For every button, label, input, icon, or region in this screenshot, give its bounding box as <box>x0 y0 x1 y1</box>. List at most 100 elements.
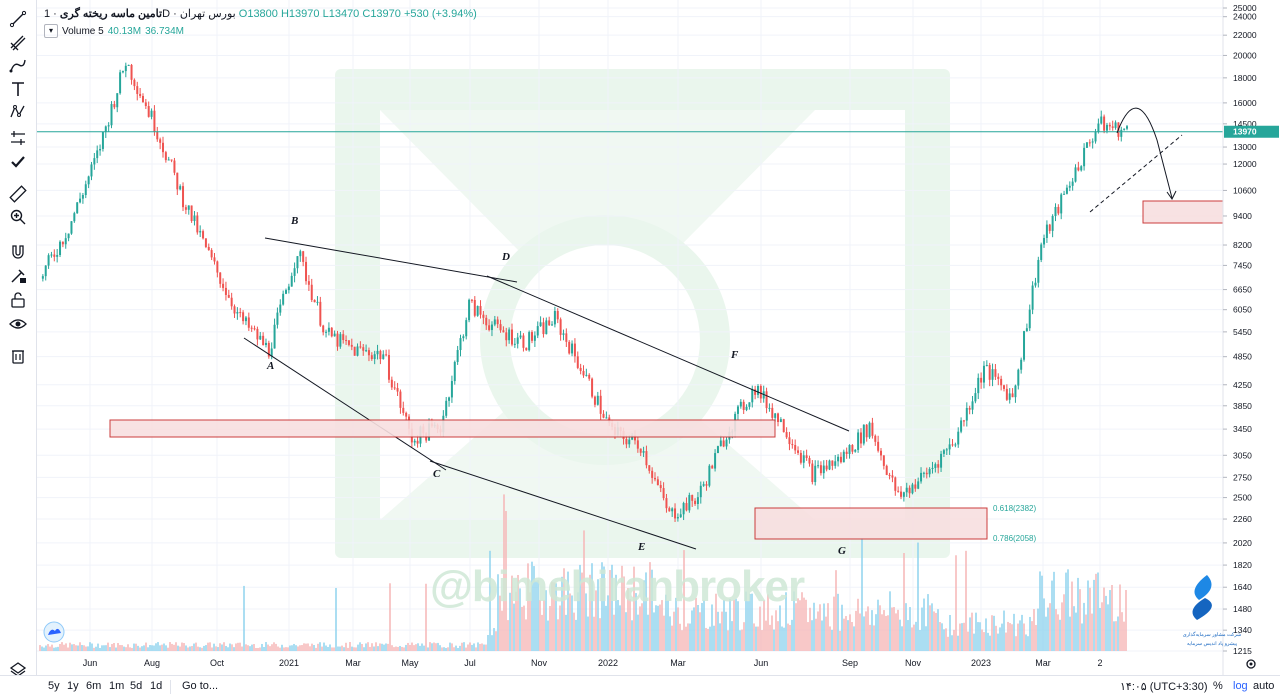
x-tick-label: Mar <box>1035 658 1051 668</box>
volume-value-1: 40.13M <box>107 25 142 37</box>
y-tick-label: 2260 <box>1233 514 1252 524</box>
volume-value-2: 36.734M <box>145 25 184 37</box>
wave-label-e: E <box>637 541 645 553</box>
volume-label: Volume 5 <box>62 25 104 37</box>
y-tick-label: 6650 <box>1233 285 1252 295</box>
pitchfork-icon[interactable] <box>6 32 30 54</box>
lock-drawing-icon[interactable] <box>6 265 30 287</box>
y-tick-label: 22000 <box>1233 30 1257 40</box>
divider <box>170 680 171 694</box>
broker-logo-line2: پیشرو پاد اندیس سرمایه <box>1187 641 1238 647</box>
price-axis[interactable] <box>1223 0 1280 675</box>
x-tick-label: 2023 <box>971 658 991 668</box>
y-tick-label: 20000 <box>1233 50 1257 60</box>
y-tick-label: 9400 <box>1233 211 1252 221</box>
y-tick-label: 10600 <box>1233 185 1257 195</box>
y-tick-label: 2020 <box>1233 538 1252 548</box>
y-tick-label: 14500 <box>1233 119 1257 129</box>
zoom-in-icon[interactable] <box>6 206 30 228</box>
y-tick-label: 1480 <box>1233 604 1252 614</box>
magnet-icon[interactable] <box>6 241 30 263</box>
x-tick-label: Mar <box>345 658 361 668</box>
text-icon[interactable] <box>6 78 30 100</box>
unlock-icon[interactable] <box>6 289 30 311</box>
trendline-drawings[interactable] <box>243 107 1183 550</box>
volume-legend: ▾ Volume 5 40.13M 36.734M <box>44 24 184 38</box>
ruler-icon[interactable] <box>6 183 30 205</box>
y-tick-label: 2750 <box>1233 472 1252 482</box>
eye-icon[interactable] <box>6 313 30 335</box>
open-value: O13800 <box>238 8 278 20</box>
symbol-name[interactable]: تامین ماسه ریخته گری <box>59 8 163 20</box>
settings-gear-icon[interactable] <box>1246 659 1256 669</box>
y-tick-label: 3850 <box>1233 401 1252 411</box>
range-5y[interactable]: 5y <box>48 680 60 692</box>
watermark-logo <box>335 69 950 558</box>
x-tick-label: Oct <box>210 658 225 668</box>
range-5d[interactable]: 5d <box>130 680 143 692</box>
measure-icon[interactable] <box>6 127 30 149</box>
wave-label-f: F <box>730 349 739 361</box>
log-toggle[interactable]: log <box>1233 680 1248 692</box>
low-value: L13470 <box>322 8 360 20</box>
support-zones[interactable] <box>109 200 1231 540</box>
bottom-bar: 5y 1y 6m 1m 5d 1d Go to... ۱۴:۰۵ (UTC+3:… <box>0 675 1280 698</box>
tradingview-logo-icon[interactable] <box>43 621 65 643</box>
price-chart[interactable]: Jun Aug Oct 2021 Mar May Jul Nov 2022 Mar Jun Sep No… <box>37 0 1280 675</box>
timezone-label[interactable]: ۱۴:۰۵ (UTC+3:30) <box>1120 681 1208 693</box>
pattern-icon[interactable] <box>6 101 30 123</box>
y-tick-label: 4250 <box>1233 380 1252 390</box>
brush-icon[interactable] <box>6 55 30 77</box>
range-1d[interactable]: 1d <box>150 680 163 692</box>
y-tick-label: 8200 <box>1233 240 1252 250</box>
range-1y[interactable]: 1y <box>67 680 79 692</box>
y-tick-label: 1640 <box>1233 582 1252 592</box>
wave-label-a: A <box>266 360 274 372</box>
range-1m[interactable]: 1m <box>109 680 125 692</box>
x-tick-label: May <box>401 658 419 668</box>
trash-icon[interactable] <box>6 345 30 367</box>
close-value: C13970 <box>362 8 401 20</box>
x-tick-label: Aug <box>144 658 160 668</box>
wave-label-c: C <box>433 468 441 480</box>
x-tick-label: Jun <box>83 658 98 668</box>
collapse-chevron-icon[interactable]: ▾ <box>44 24 58 38</box>
broker-logo-line1: شرکت مشاور سرمایه‌گذاری <box>1183 631 1241 638</box>
y-tick-label: 1215 <box>1233 646 1252 656</box>
auto-toggle[interactable]: auto <box>1253 680 1275 692</box>
svg-text:13970: 13970 <box>1233 127 1257 137</box>
fib-level-label: 0.786(2058) <box>993 534 1036 543</box>
check-icon[interactable] <box>6 151 30 173</box>
chart-header: تامین ماسه ریخته گری · 1D · بورس تهران O… <box>44 8 477 20</box>
percent-toggle[interactable]: % <box>1213 680 1223 692</box>
y-tick-label: 4850 <box>1233 352 1252 362</box>
x-tick-label: 2021 <box>279 658 299 668</box>
wave-label-g: G <box>838 545 846 557</box>
broker-logo: شرکت مشاور سرمایه‌گذاری پیشرو پاد اندیس س… <box>1183 575 1241 647</box>
y-tick-label: 5450 <box>1233 327 1252 337</box>
interval-label[interactable]: 1D <box>44 8 171 20</box>
y-tick-label: 3050 <box>1233 450 1252 460</box>
y-tick-label: 2500 <box>1233 493 1252 503</box>
x-tick-label: Nov <box>905 658 922 668</box>
x-tick-label: Jun <box>754 658 769 668</box>
watermark: @bimehiranbroker <box>430 562 805 611</box>
trend-line-icon[interactable] <box>6 8 30 30</box>
y-tick-label: 13000 <box>1233 142 1257 152</box>
last-price-tag: 13970 <box>1224 125 1279 138</box>
y-tick-label: 12000 <box>1233 159 1257 169</box>
x-tick-label: 2 <box>1097 658 1102 668</box>
range-6m[interactable]: 6m <box>86 680 102 692</box>
drawing-toolbar <box>0 0 37 677</box>
x-tick-label: Sep <box>842 658 858 668</box>
y-tick-label: 6050 <box>1233 305 1252 315</box>
volume-bars <box>39 494 1127 651</box>
x-tick-label: 2022 <box>598 658 618 668</box>
wave-label-d: D <box>501 251 510 263</box>
ohlc-values: O13800 H13970 L13470 C13970 +530 (+3.94%… <box>239 8 477 20</box>
y-tick-label: 1820 <box>1233 560 1252 570</box>
x-tick-label: Mar <box>670 658 686 668</box>
y-tick-label: 24000 <box>1233 12 1257 22</box>
y-tick-label: 3450 <box>1233 424 1252 434</box>
goto-button[interactable]: Go to... <box>182 680 219 692</box>
